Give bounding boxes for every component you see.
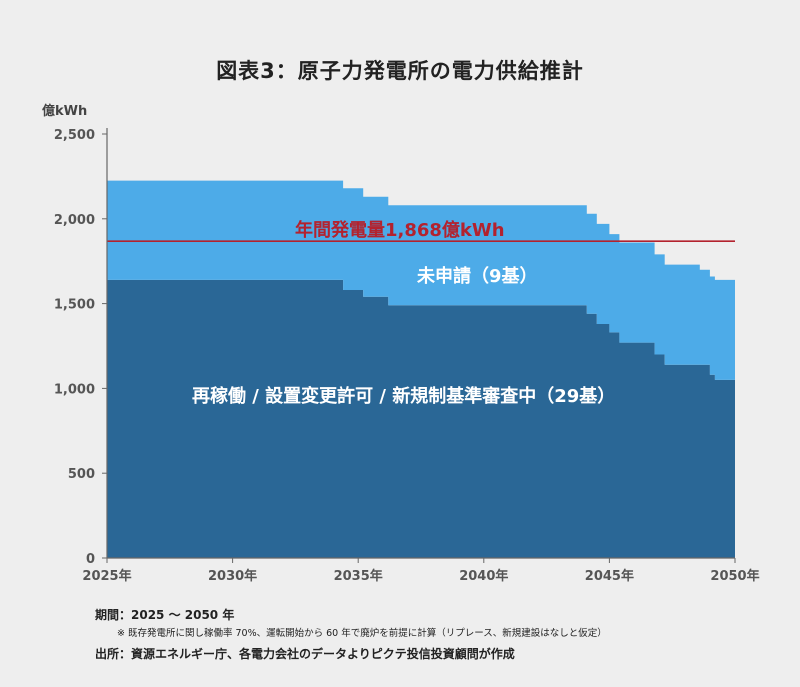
footer-notes: 期間：2025 〜 2050 年 ※ 既存発電所に関し稼働率 70%、運転開始か… xyxy=(95,606,607,662)
axis-layer: 0 500 1,000 1,500 2,000 2,500 2025年 2030年 2035年 2… xyxy=(54,128,760,584)
x-tick-label: 2035年 xyxy=(334,568,383,584)
area-series-unapplied xyxy=(107,180,735,380)
y-tick-label: 1,500 xyxy=(54,298,95,313)
series-label-unapplied: 未申請（9基） xyxy=(417,265,538,287)
x-tick-label: 2030年 xyxy=(208,568,257,584)
period-text: 期間：2025 〜 2050 年 xyxy=(95,608,235,622)
y-tick-label: 1,000 xyxy=(54,382,95,397)
x-tick-label: 2050年 xyxy=(710,568,759,584)
x-tick-label: 2045年 xyxy=(585,568,634,584)
area-series-operating xyxy=(107,279,735,558)
y-tick-label: 2,000 xyxy=(54,213,95,228)
assumption-note: ※ 既存発電所に関し稼働率 70%、運転開始から 60 年で廃炉を前提に計算（リ… xyxy=(117,628,607,639)
y-tick-label: 2,500 xyxy=(54,128,95,143)
y-axis-unit-label: 億kWh xyxy=(42,103,87,119)
series-label-operating: 再稼働 / 設置変更許可 / 新規制基準審査中（29基） xyxy=(192,385,615,407)
x-tick-label: 2040年 xyxy=(459,568,508,584)
plot-layer xyxy=(107,180,735,558)
chart-area: 0 500 1,000 1,500 2,000 2,500 2025年 2030年 2035年 2… xyxy=(42,103,760,584)
y-tick-label: 0 xyxy=(86,552,95,567)
source-text: 出所：資源エネルギー庁、各電力会社のデータよりピクテ投信投資顧問が作成 xyxy=(95,647,515,661)
reference-line-label: 年間発電量1,868億kWh xyxy=(295,219,505,241)
y-tick-label: 500 xyxy=(68,467,95,482)
chart-title: 図表3：原子力発電所の電力供給推計 xyxy=(216,59,584,83)
x-tick-label: 2025年 xyxy=(82,568,131,584)
